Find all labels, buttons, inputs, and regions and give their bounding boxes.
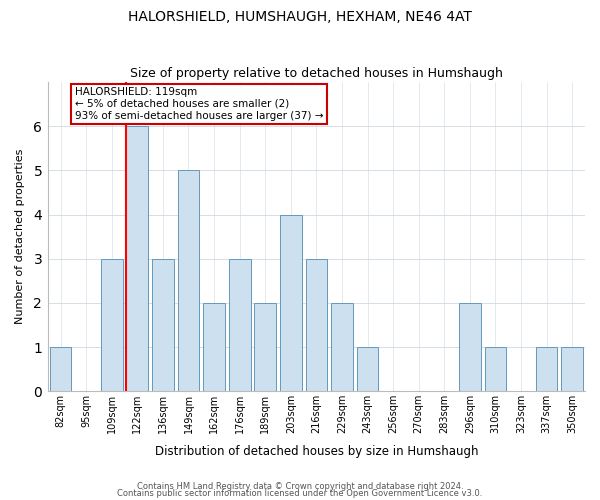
Bar	[203, 303, 225, 391]
Bar	[562, 347, 583, 391]
Text: HALORSHIELD: 119sqm
← 5% of detached houses are smaller (2)
93% of semi-detached: HALORSHIELD: 119sqm ← 5% of detached hou…	[74, 88, 323, 120]
Text: Contains public sector information licensed under the Open Government Licence v3: Contains public sector information licen…	[118, 490, 482, 498]
Bar	[536, 347, 557, 391]
Bar	[305, 258, 327, 391]
Bar	[356, 347, 379, 391]
Bar	[50, 347, 71, 391]
Bar	[485, 347, 506, 391]
Bar	[152, 258, 174, 391]
Text: HALORSHIELD, HUMSHAUGH, HEXHAM, NE46 4AT: HALORSHIELD, HUMSHAUGH, HEXHAM, NE46 4AT	[128, 10, 472, 24]
Bar	[331, 303, 353, 391]
Bar	[127, 126, 148, 391]
Bar	[280, 214, 302, 391]
Bar	[178, 170, 199, 391]
Bar	[459, 303, 481, 391]
Y-axis label: Number of detached properties: Number of detached properties	[15, 149, 25, 324]
Bar	[101, 258, 122, 391]
Text: Contains HM Land Registry data © Crown copyright and database right 2024.: Contains HM Land Registry data © Crown c…	[137, 482, 463, 491]
Bar	[254, 303, 276, 391]
Title: Size of property relative to detached houses in Humshaugh: Size of property relative to detached ho…	[130, 66, 503, 80]
Bar	[229, 258, 251, 391]
X-axis label: Distribution of detached houses by size in Humshaugh: Distribution of detached houses by size …	[155, 444, 478, 458]
